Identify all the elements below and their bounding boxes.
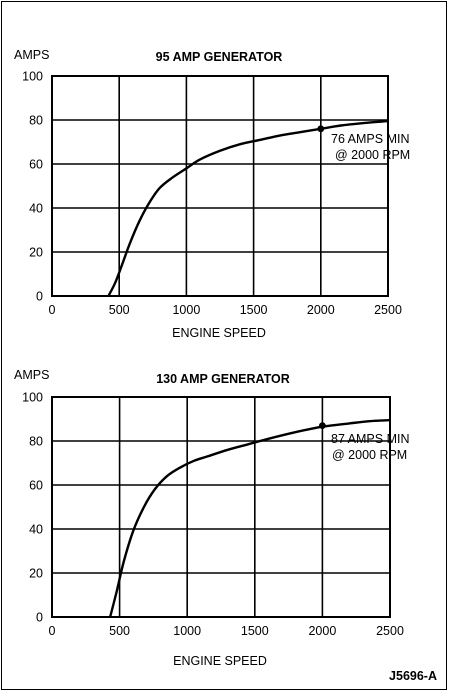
plot-border	[51, 75, 389, 297]
tick-labels: 0 500 1000 1500 2000 2500 0 20 40 60 80 100	[22, 70, 402, 318]
y-tick-label: 0	[36, 611, 43, 625]
chart-130-amp-generator: 130 AMP GENERATOR AMPS ENGINE SPEED 0 500…	[14, 368, 410, 668]
annotation-line-2: @ 2000 RPM	[335, 148, 410, 162]
chart-95-amp-generator: 95 AMP GENERATOR AMPS ENGINE SPEED 0 500 1…	[14, 48, 410, 340]
y-tick-label: 40	[29, 523, 43, 537]
x-tick-label: 2500	[374, 303, 402, 317]
x-tick-label: 0	[49, 303, 56, 317]
annotation-line-1: 87 AMPS MIN	[331, 432, 410, 446]
y-tick-label: 60	[29, 479, 43, 493]
x-tick-label: 500	[109, 303, 130, 317]
series-layer	[108, 418, 391, 618]
x-tick-label: 2500	[376, 624, 404, 638]
data-point-marker	[317, 125, 325, 133]
figure-id: J5696-A	[389, 669, 437, 683]
x-axis-label: ENGINE SPEED	[173, 654, 267, 668]
x-tick-label: 1500	[241, 624, 269, 638]
grid	[51, 75, 389, 297]
y-axis-unit-label: AMPS	[14, 48, 49, 62]
plot-border	[51, 396, 391, 618]
x-tick-label: 1000	[172, 303, 200, 317]
x-tick-label: 500	[109, 624, 130, 638]
chart-title: 130 AMP GENERATOR	[156, 372, 290, 386]
y-tick-label: 80	[29, 435, 43, 449]
y-tick-label: 20	[29, 246, 43, 260]
y-tick-label: 0	[36, 290, 43, 304]
y-tick-label: 20	[29, 567, 43, 581]
x-tick-label: 2000	[308, 624, 336, 638]
y-tick-label: 100	[22, 391, 43, 405]
x-axis-label: ENGINE SPEED	[172, 326, 266, 340]
x-tick-label: 0	[49, 624, 56, 638]
grid	[51, 396, 391, 618]
chart-title: 95 AMP GENERATOR	[156, 50, 283, 64]
annotation-line-1: 76 AMPS MIN	[331, 132, 410, 146]
annotation-line-2: @ 2000 RPM	[332, 448, 407, 462]
series-layer	[107, 119, 389, 297]
tick-labels: 0 500 1000 1500 2000 2500 0 20 40 60 80 100	[22, 391, 404, 639]
y-tick-label: 60	[29, 158, 43, 172]
x-tick-label: 1500	[240, 303, 268, 317]
y-tick-label: 80	[29, 114, 43, 128]
y-tick-label: 100	[22, 70, 43, 84]
data-point-marker	[319, 422, 326, 429]
x-tick-label: 2000	[307, 303, 335, 317]
y-axis-unit-label: AMPS	[14, 368, 49, 382]
y-tick-label: 40	[29, 202, 43, 216]
x-tick-label: 1000	[173, 624, 201, 638]
